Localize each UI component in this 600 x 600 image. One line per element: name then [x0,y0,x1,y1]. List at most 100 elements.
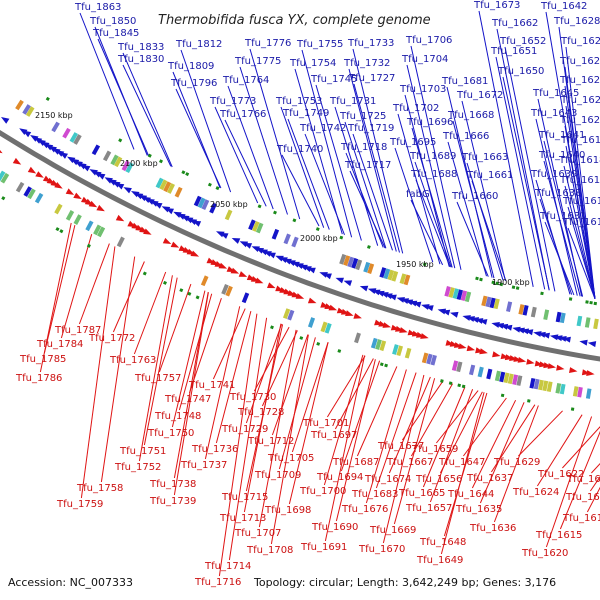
reverse-gene-label[interactable]: Tfu_1737 [180,460,227,471]
forward-gene-label[interactable]: Tfu_1681 [441,76,488,87]
reverse-gene-label[interactable]: Tfu_1707 [234,528,281,539]
reverse-gene-label[interactable]: Tfu_1674 [364,474,411,485]
reverse-gene-label[interactable]: Tfu_1691 [300,542,347,553]
reverse-gene-label[interactable]: Tfu_1648 [419,537,466,548]
forward-gene-label[interactable]: Tfu_1642 [540,1,587,12]
forward-gene-label[interactable]: Tfu_1672 [456,90,503,101]
reverse-gene-label[interactable]: Tfu_1611 [562,513,600,524]
forward-gene-label[interactable]: Tfu_1766 [219,109,266,120]
forward-gene-label[interactable]: Tfu_1706 [405,35,452,46]
reverse-gene-label[interactable]: Tfu_1700 [299,486,346,497]
reverse-gene-label[interactable]: Tfu_1677 [377,441,424,452]
forward-gene-label[interactable]: Tfu_1702 [392,103,439,114]
reverse-gene-label[interactable]: Tfu_1784 [36,339,83,350]
forward-gene-label[interactable]: Tfu_1740 [276,144,323,155]
reverse-gene-label[interactable]: Tfu_1748 [154,411,201,422]
reverse-gene-label[interactable]: Tfu_1698 [264,505,311,516]
reverse-gene-label[interactable]: Tfu_1610 [565,492,600,503]
forward-gene-label[interactable]: Tfu_1660 [451,191,498,202]
forward-gene-label[interactable]: Tfu_1809 [167,61,214,72]
forward-gene-label[interactable]: Tfu_1755 [296,39,343,50]
reverse-gene-label[interactable]: Tfu_1787 [54,325,101,336]
reverse-gene-label[interactable]: Tfu_1667 [386,457,433,468]
reverse-gene-label[interactable]: Tfu_1738 [149,479,196,490]
reverse-gene-label[interactable]: Tfu_1647 [438,457,485,468]
forward-gene-label[interactable]: Tfu_1666 [442,131,489,142]
reverse-gene-label[interactable]: Tfu_1747 [164,394,211,405]
forward-gene-label[interactable]: Tfu_1652 [499,36,546,47]
reverse-gene-label[interactable]: Tfu_1644 [447,489,494,500]
reverse-gene-label[interactable]: Tfu_1622 [537,469,584,480]
reverse-gene-label[interactable]: Tfu_1637 [466,473,513,484]
reverse-gene-label[interactable]: Tfu_1635 [455,504,502,515]
reverse-gene-label[interactable]: Tfu_1785 [19,354,66,365]
forward-gene-label[interactable]: Tfu_1850 [89,16,136,27]
reverse-gene-label[interactable]: Tfu_1609 [566,474,600,485]
reverse-gene-label[interactable]: Tfu_1741 [188,380,235,391]
reverse-gene-label[interactable]: Tfu_1751 [119,446,166,457]
reverse-gene-label[interactable]: Tfu_1713 [219,513,266,524]
reverse-gene-label[interactable]: Tfu_1716 [194,577,241,588]
forward-gene-label[interactable]: Tfu_1621 [559,115,600,126]
reverse-gene-label[interactable]: Tfu_1708 [246,545,293,556]
forward-gene-label[interactable]: Tfu_1776 [244,38,291,49]
forward-gene-label[interactable]: Tfu_1696 [406,117,453,128]
reverse-gene-label[interactable]: Tfu_1690 [311,522,358,533]
forward-gene-label[interactable]: Tfu_1631 [539,211,586,222]
forward-gene-label[interactable]: Tfu_1703 [399,84,446,95]
reverse-gene-label[interactable]: Tfu_1750 [147,428,194,439]
reverse-gene-label[interactable]: Tfu_1739 [149,496,196,507]
forward-gene-label[interactable]: Tfu_1627 [560,36,600,47]
reverse-gene-label[interactable]: Tfu_1694 [316,472,363,483]
forward-gene-label[interactable]: Tfu_1830 [117,54,164,65]
reverse-gene-label[interactable]: Tfu_1714 [204,561,251,572]
forward-gene-label[interactable]: Tfu_1745 [310,74,357,85]
forward-gene-label[interactable]: Tfu_1668 [447,110,494,121]
forward-gene-label[interactable]: Tfu_1661 [466,170,513,181]
reverse-gene-label[interactable]: Tfu_1709 [254,470,301,481]
reverse-gene-label[interactable]: Tfu_1629 [493,457,540,468]
reverse-gene-label[interactable]: Tfu_1649 [416,555,463,566]
reverse-gene-label[interactable]: Tfu_1615 [535,530,582,541]
forward-gene-label[interactable]: Tfu_1775 [234,56,281,67]
reverse-gene-label[interactable]: Tfu_1656 [415,474,462,485]
reverse-gene-label[interactable]: Tfu_1670 [358,544,405,555]
forward-gene-label[interactable]: Tfu_1845 [92,28,139,39]
reverse-gene-label[interactable]: Tfu_1758 [76,483,123,494]
forward-gene-label[interactable]: Tfu_1614 [562,217,600,228]
reverse-gene-label[interactable]: Tfu_1669 [369,525,416,536]
reverse-gene-label[interactable]: Tfu_1676 [341,504,388,515]
forward-gene-label[interactable]: Tfu_1688 [410,169,457,180]
reverse-gene-label[interactable]: Tfu_1697 [310,430,357,441]
forward-gene-label[interactable]: Tfu_1717 [344,160,391,171]
forward-gene-label[interactable]: Tfu_1796 [170,78,217,89]
reverse-gene-label[interactable]: Tfu_1729 [221,424,268,435]
forward-gene-label[interactable]: Tfu_1625 [559,75,600,86]
forward-gene-label[interactable]: Tfu_1719 [347,123,394,134]
forward-gene-label[interactable]: fabG [406,189,430,200]
forward-gene-label[interactable]: Tfu_1812 [175,39,222,50]
reverse-gene-label[interactable]: Tfu_1683 [351,489,398,500]
forward-gene-label[interactable]: Tfu_1663 [461,152,508,163]
forward-gene-label[interactable]: Tfu_1651 [490,46,537,57]
forward-gene-label[interactable]: Tfu_1639 [530,169,577,180]
forward-gene-label[interactable]: Tfu_1650 [497,66,544,77]
forward-gene-label[interactable]: Tfu_1618 [558,155,600,166]
forward-gene-label[interactable]: Tfu_1833 [117,42,164,53]
forward-gene-label[interactable]: Tfu_1754 [289,58,336,69]
forward-gene-label[interactable]: Tfu_1773 [209,96,256,107]
reverse-gene-label[interactable]: Tfu_1736 [191,444,238,455]
forward-gene-label[interactable]: Tfu_1725 [339,111,386,122]
reverse-gene-label[interactable]: Tfu_1687 [332,457,379,468]
reverse-gene-label[interactable]: Tfu_1763 [109,355,156,366]
forward-gene-label[interactable]: Tfu_1617 [559,175,600,186]
reverse-gene-label[interactable]: Tfu_1620 [521,548,568,559]
reverse-gene-label[interactable]: Tfu_1712 [247,436,294,447]
forward-gene-label[interactable]: Tfu_1718 [340,142,387,153]
forward-gene-label[interactable]: Tfu_1732 [343,58,390,69]
reverse-gene-label[interactable]: Tfu_1665 [398,488,445,499]
reverse-gene-label[interactable]: Tfu_1659 [411,444,458,455]
reverse-gene-label[interactable]: Tfu_1705 [267,453,314,464]
forward-gene-label[interactable]: Tfu_1623 [560,95,600,106]
forward-gene-label[interactable]: Tfu_1662 [491,18,538,29]
